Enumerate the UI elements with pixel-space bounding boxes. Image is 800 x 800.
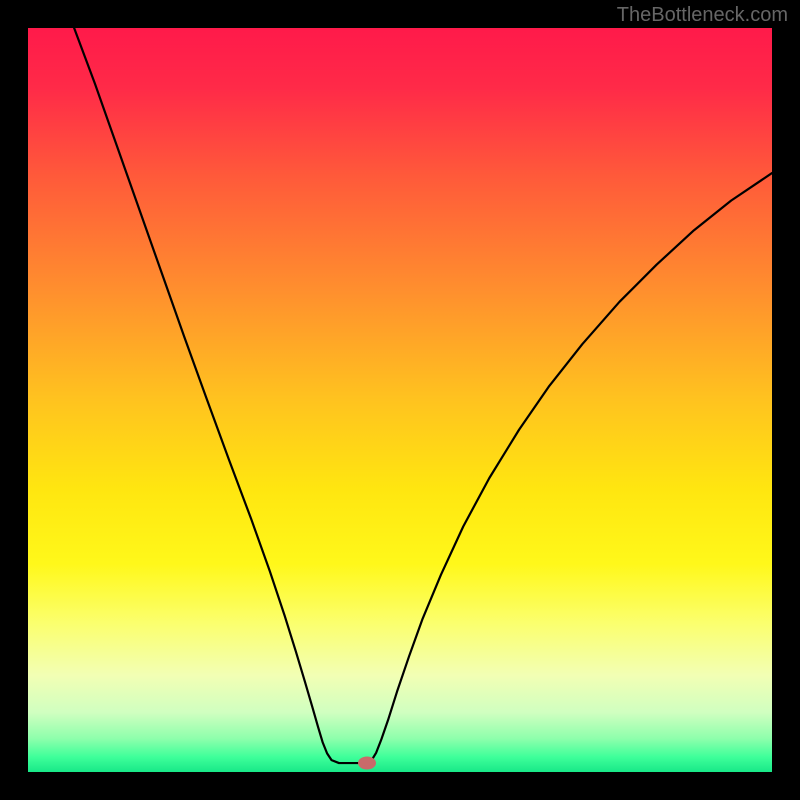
optimum-marker (358, 757, 376, 770)
watermark-text: TheBottleneck.com (617, 4, 788, 27)
bottleneck-curve (28, 28, 772, 772)
plot-area (28, 28, 772, 772)
chart-container: { "watermark": "TheBottleneck.com", "cha… (0, 0, 800, 800)
